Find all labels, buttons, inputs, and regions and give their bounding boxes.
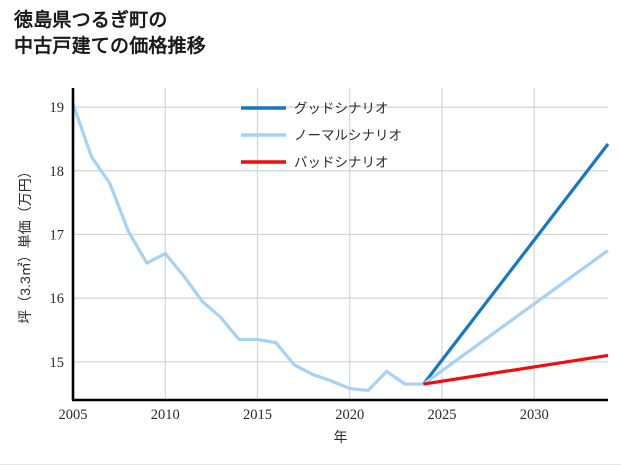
x-tick-label: 2010 bbox=[151, 407, 180, 423]
data-series-layer bbox=[71, 103, 610, 393]
y-tick-label: 17 bbox=[50, 227, 65, 243]
x-tick-label: 2005 bbox=[59, 407, 88, 423]
gridlines bbox=[72, 88, 608, 400]
legend-label-2: バッドシナリオ bbox=[294, 155, 389, 170]
series-line-0 bbox=[71, 103, 424, 393]
chart-title-line-1: 徳島県つるぎ町の bbox=[14, 10, 168, 31]
x-tick-label: 2030 bbox=[520, 407, 549, 423]
series-line-2 bbox=[422, 249, 609, 386]
x-tick-label: 2020 bbox=[335, 407, 364, 423]
series-line-1 bbox=[422, 143, 610, 386]
page-title: 徳島県つるぎ町の 中古戸建ての価格推移 bbox=[14, 8, 206, 60]
legend-label-0: グッドシナリオ bbox=[294, 101, 389, 116]
y-tick-label: 16 bbox=[50, 291, 65, 307]
legend-label-1: ノーマルシナリオ bbox=[294, 128, 402, 143]
x-tick-label: 2025 bbox=[427, 407, 456, 423]
chart-title-line-2: 中古戸建ての価格推移 bbox=[14, 36, 207, 58]
x-axis-label: 年 bbox=[334, 429, 348, 445]
tick-labels-layer: 15 16 17 18 19 2005 2010 2015 2020 2025 2030 bbox=[50, 100, 549, 423]
axes-layer bbox=[71, 88, 608, 402]
y-tick-label: 15 bbox=[50, 355, 65, 371]
y-tick-label: 18 bbox=[50, 164, 65, 180]
axis-names-layer: 年 坪（3.3㎡）単価（万円） bbox=[17, 164, 348, 445]
y-axis-label: 坪（3.3㎡）単価（万円） bbox=[17, 164, 33, 323]
y-tick-label: 19 bbox=[50, 100, 65, 116]
series-line-3 bbox=[423, 353, 609, 386]
x-tick-label: 2015 bbox=[243, 407, 272, 423]
